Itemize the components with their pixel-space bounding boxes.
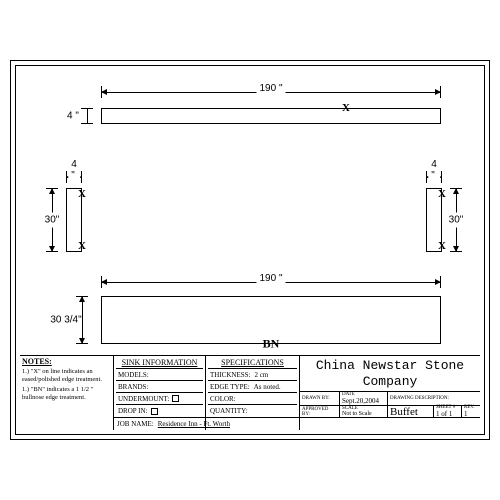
bottom-bar-bn: BN — [263, 337, 280, 352]
models-label: MODELS: — [118, 371, 149, 379]
top-bar-x: X — [342, 102, 350, 114]
dim-top-width: 190 " — [101, 86, 441, 98]
quantity-label: QUANTITY: — [210, 407, 247, 415]
brands-label: BRANDS: — [118, 383, 148, 391]
sink-title: SINK INFORMATION — [116, 357, 203, 369]
dim-left-height: 30" — [46, 188, 58, 252]
spec-title: SPECIFICATIONS — [208, 357, 297, 369]
scale-val: Not to Scale — [342, 411, 385, 417]
left-post-x-bot: X — [78, 240, 86, 252]
right-post-x-top: X — [438, 188, 446, 200]
drawnby-label: DRAWN BY: — [302, 396, 337, 401]
drawing-frame: 190 " X 4 " 4 " X X 30" — [10, 60, 490, 440]
notes-cell: NOTES: 1.) "X" on line indicates an ease… — [20, 356, 114, 430]
rev-val: 1 — [464, 410, 478, 418]
left-post-x-top: X — [78, 188, 86, 200]
date-val: Sept.20,2004 — [342, 397, 385, 405]
thickness-val: 2 cm — [250, 371, 295, 379]
top-bar — [101, 108, 441, 124]
notes-line2: 1.) "BN" indicates a 1 1/2 " bullnose ed… — [22, 386, 111, 402]
jobname-label: JOB NAME: — [117, 420, 154, 428]
dim-top-height: 4 " — [81, 108, 93, 124]
jobname-val: Residence Inn - Ft. Worth — [154, 420, 230, 428]
jobname-row: JOB NAME: Residence Inn - Ft. Worth — [114, 417, 300, 430]
undermount-checkbox[interactable] — [172, 395, 179, 402]
edgetype-val: As noted. — [250, 383, 295, 391]
desc-val: Buffet — [390, 406, 431, 418]
color-label: COLOR: — [210, 395, 236, 403]
dim-bottom-width: 190 " — [101, 276, 441, 288]
edgetype-label: EDGE TYPE: — [210, 383, 250, 391]
right-post-x-bot: X — [438, 240, 446, 252]
dim-bottom-height: 30 3/4" — [76, 296, 88, 344]
inner-border: 190 " X 4 " 4 " X X 30" — [15, 65, 485, 435]
dim-right-width: 4 " — [426, 171, 442, 183]
drawing-canvas: 190 " X 4 " 4 " X X 30" — [46, 76, 464, 361]
title-block: NOTES: 1.) "X" on line indicates an ease… — [20, 355, 480, 430]
approved-label: APPROVED BY: — [302, 407, 337, 417]
desc-label: DRAWING DESCRIPTION: — [390, 396, 478, 401]
company-name: China Newstar Stone Company — [300, 356, 480, 392]
notes-title: NOTES: — [22, 357, 111, 366]
dim-left-width: 4 " — [66, 171, 82, 183]
sheet-val: 1 of 1 — [436, 410, 459, 418]
undermount-label: UNDERMOUNT: — [118, 395, 169, 403]
thickness-label: THICKNESS: — [210, 371, 250, 379]
dropin-label: DROP IN: — [118, 407, 148, 415]
notes-line1: 1.) "X" on line indicates an eased/polis… — [22, 368, 111, 384]
dropin-checkbox[interactable] — [151, 408, 158, 415]
dim-right-height: 30" — [450, 188, 462, 252]
right-meta-block: China Newstar Stone Company DRAWN BY: DA… — [300, 356, 480, 430]
